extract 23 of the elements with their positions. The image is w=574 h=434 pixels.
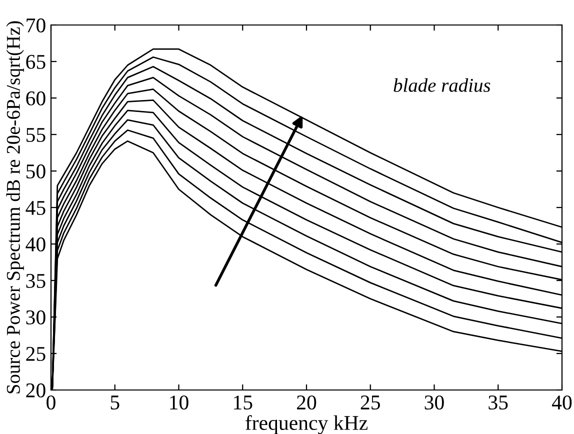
x-tick-label: 5 xyxy=(110,396,120,410)
x-tick-label: 15 xyxy=(234,396,252,410)
x-tick-label: 0 xyxy=(46,395,56,410)
y-tick-label: 20 xyxy=(26,383,46,398)
x-tick-label: 30 xyxy=(424,395,444,410)
y-tick-label: 65 xyxy=(26,54,46,69)
x-tick-label: 10 xyxy=(170,395,188,410)
y-tick-label: 40 xyxy=(26,237,46,252)
y-tick-label: 35 xyxy=(26,274,46,288)
x-tick-label: 20 xyxy=(297,395,316,410)
y-tick-label: 55 xyxy=(26,128,46,142)
y-tick-label: 70 xyxy=(26,18,46,32)
x-tick-label: 40 xyxy=(552,395,572,410)
x-axis-title: frequency kHz xyxy=(246,415,368,434)
x-tick-label: 35 xyxy=(488,396,508,410)
x-tick-label: 25 xyxy=(360,396,380,410)
y-tick-label: 60 xyxy=(26,91,46,106)
annotation: blade radius xyxy=(394,78,490,92)
y-tick-label: 30 xyxy=(26,310,46,324)
y-tick-label: 25 xyxy=(26,346,46,361)
y-tick-label: 50 xyxy=(26,164,46,178)
y-tick-label: 45 xyxy=(26,201,46,215)
y-axis-title: Source Power Spectrum dB re 20e-6Pa/sqrt(Hz) xyxy=(6,21,24,394)
